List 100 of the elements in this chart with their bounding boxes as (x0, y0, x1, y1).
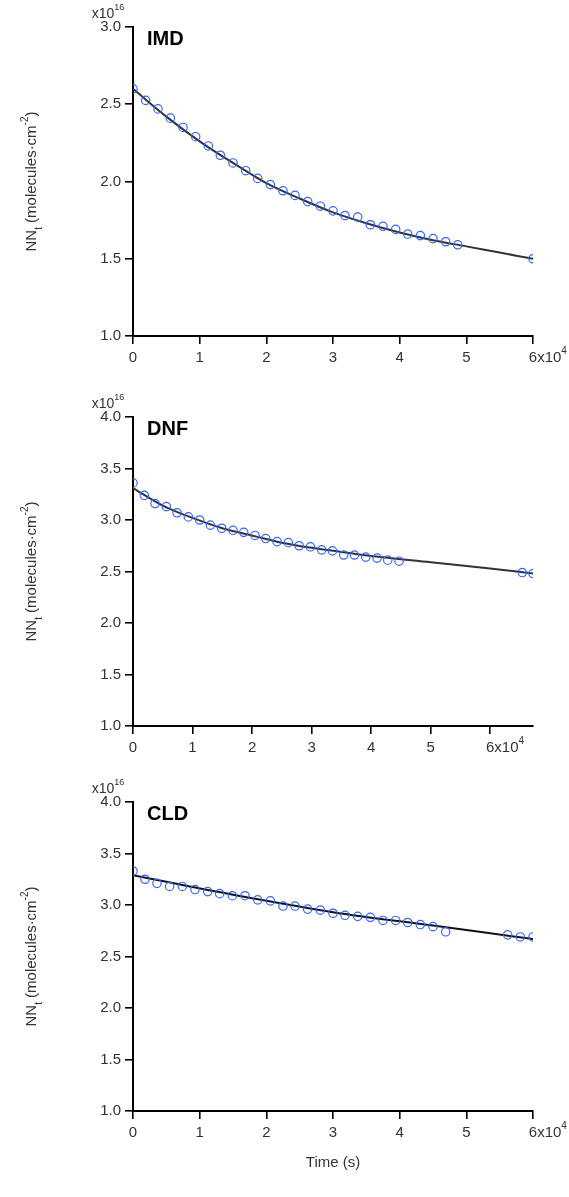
chart-title: CLD (147, 801, 189, 824)
x-tick-label: 5 (462, 1123, 471, 1141)
point (152, 878, 162, 889)
point (228, 525, 238, 536)
point (428, 233, 438, 244)
point (360, 552, 371, 562)
x-tick-label: 3 (328, 348, 338, 366)
point (183, 512, 194, 522)
point (161, 501, 172, 512)
y-tick-label: 2.5 (100, 946, 122, 964)
point (250, 530, 260, 541)
x-tick-label: 2 (262, 348, 271, 366)
point (415, 919, 426, 930)
point (290, 190, 300, 201)
point (302, 196, 313, 207)
point (140, 874, 150, 885)
y-tick-label: 3.5 (100, 458, 122, 476)
point (452, 240, 463, 250)
x-tick-label: 2 (247, 738, 257, 756)
point (402, 917, 413, 928)
y-tick-label: 3.0 (100, 510, 122, 528)
point (215, 150, 226, 161)
point (178, 122, 188, 133)
point (165, 113, 176, 123)
point (216, 523, 227, 534)
point (352, 911, 363, 922)
x-tick-label: 6 (528, 348, 538, 366)
point (227, 890, 238, 901)
y-axis-title: NNt (molecules·cm-2) (19, 501, 44, 642)
chart-title: DNF (147, 416, 189, 439)
x-tick-label: 4 (366, 738, 376, 756)
point (365, 912, 376, 923)
point (290, 901, 300, 911)
point (378, 221, 388, 232)
point (228, 158, 238, 168)
point (382, 555, 393, 565)
point (139, 490, 150, 501)
point (294, 540, 304, 551)
y-tick-label: 2.5 (100, 94, 122, 112)
point (390, 915, 401, 926)
point (349, 550, 360, 560)
point (190, 884, 200, 895)
point (365, 219, 376, 230)
x-tick-label: 2 (262, 1123, 271, 1141)
point (272, 536, 282, 547)
point (150, 498, 160, 509)
point (328, 206, 338, 216)
point (153, 104, 163, 114)
x-tick-label: 0 (128, 348, 138, 366)
y-tick-label: 4.0 (100, 792, 122, 810)
point (214, 888, 225, 899)
point (172, 507, 182, 518)
x-tick-label: 3 (307, 738, 316, 756)
point (252, 173, 263, 184)
point (316, 545, 327, 555)
y-tick-label: 1.0 (100, 326, 122, 344)
point (328, 908, 338, 919)
x-tick-label: 4 (395, 348, 404, 366)
y-tick-label: 3.0 (100, 17, 122, 35)
y-tick-label: 1.0 (100, 716, 122, 734)
point (315, 905, 326, 915)
point (265, 179, 276, 190)
point (502, 930, 513, 940)
point (202, 886, 213, 897)
y-tick-label: 2.0 (100, 998, 122, 1016)
point (390, 224, 401, 235)
point (517, 567, 528, 578)
x-tick-label: 1 (195, 348, 204, 366)
point (305, 541, 316, 552)
point (315, 201, 326, 212)
point (190, 131, 201, 142)
x-tick-label: 4 (395, 1123, 404, 1141)
point (352, 212, 363, 222)
x-tick-label: 5 (462, 348, 471, 366)
point (302, 904, 313, 914)
point (140, 95, 151, 106)
x-tick-label: 6 (485, 738, 495, 756)
point (402, 229, 413, 239)
point (440, 926, 451, 937)
point (164, 881, 175, 892)
y-tick-label: 2.0 (100, 613, 122, 631)
point (238, 527, 249, 538)
y-tick-label: 4.0 (100, 407, 122, 425)
y-tick-label: 1.5 (100, 1049, 122, 1067)
point (340, 210, 350, 221)
y-axis-title: NNt (molecules·cm-2) (19, 886, 44, 1027)
point (265, 896, 276, 906)
point (340, 910, 350, 921)
point (260, 533, 271, 544)
point (194, 515, 205, 525)
x-tick-label: 5 (426, 738, 435, 756)
x-tick-label: 1 (188, 738, 197, 756)
y-tick-label: 3.0 (100, 895, 122, 913)
point (252, 895, 263, 905)
point (327, 546, 338, 556)
point (428, 921, 438, 932)
point (240, 165, 251, 176)
y-tick-label: 2.5 (100, 561, 122, 579)
x-tick-label: 3 (328, 1123, 338, 1141)
point (338, 550, 349, 560)
